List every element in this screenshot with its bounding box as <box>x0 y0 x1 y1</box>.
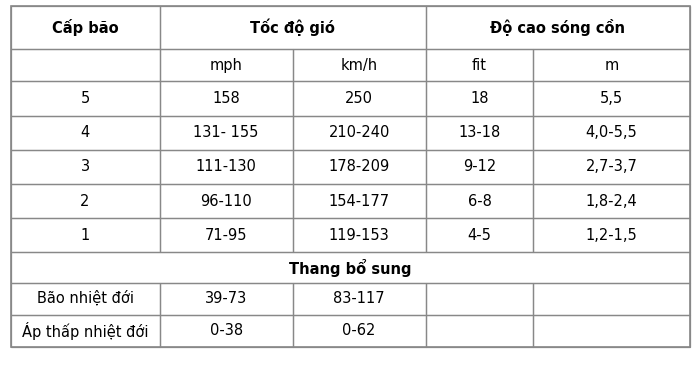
Text: km/h: km/h <box>340 58 378 72</box>
Bar <box>426 184 533 218</box>
Text: 178-209: 178-209 <box>328 159 390 174</box>
Bar <box>293 150 426 184</box>
Text: 4-5: 4-5 <box>468 228 491 243</box>
Bar <box>160 49 293 81</box>
Text: 96-110: 96-110 <box>200 194 252 209</box>
Bar <box>533 218 690 252</box>
Bar <box>160 218 293 252</box>
Text: 1,2-1,5: 1,2-1,5 <box>586 228 637 243</box>
Bar <box>10 116 160 150</box>
Text: 6-8: 6-8 <box>468 194 491 209</box>
Bar <box>160 283 293 315</box>
Bar <box>10 6 160 49</box>
Bar <box>160 184 293 218</box>
Text: 154-177: 154-177 <box>328 194 390 209</box>
Bar <box>426 116 533 150</box>
Bar <box>533 49 690 81</box>
Text: Thang bổ sung: Thang bổ sung <box>288 259 412 276</box>
Bar <box>293 81 426 116</box>
Bar <box>10 184 160 218</box>
Bar <box>293 49 426 81</box>
Bar <box>160 6 426 49</box>
Text: mph: mph <box>210 58 242 72</box>
Bar <box>426 49 533 81</box>
Text: 111-130: 111-130 <box>196 159 256 174</box>
Text: 0-62: 0-62 <box>342 323 376 338</box>
Bar <box>10 218 160 252</box>
Text: 1: 1 <box>80 228 90 243</box>
Text: 158: 158 <box>212 91 240 106</box>
Bar <box>426 150 533 184</box>
Bar <box>10 252 690 283</box>
Bar <box>533 81 690 116</box>
Text: 250: 250 <box>345 91 373 106</box>
Bar <box>426 283 533 315</box>
Bar <box>293 218 426 252</box>
Bar <box>533 283 690 315</box>
Bar <box>533 116 690 150</box>
Text: fit: fit <box>472 58 487 72</box>
Text: 119-153: 119-153 <box>329 228 389 243</box>
Bar <box>426 6 690 49</box>
Text: Bão nhiệt đới: Bão nhiệt đới <box>36 291 134 306</box>
Bar <box>293 283 426 315</box>
Text: 0-38: 0-38 <box>209 323 243 338</box>
Text: Cấp bão: Cấp bão <box>52 19 118 36</box>
Bar <box>293 315 426 347</box>
Text: 1,8-2,4: 1,8-2,4 <box>586 194 637 209</box>
Text: 2: 2 <box>80 194 90 209</box>
Bar <box>160 315 293 347</box>
Bar <box>160 81 293 116</box>
Text: 210-240: 210-240 <box>328 125 390 140</box>
Bar <box>160 150 293 184</box>
Bar <box>10 150 160 184</box>
Text: 13-18: 13-18 <box>458 125 500 140</box>
Bar <box>10 315 160 347</box>
Text: 4: 4 <box>80 125 90 140</box>
Text: 3: 3 <box>80 159 90 174</box>
Text: 5,5: 5,5 <box>600 91 623 106</box>
Text: Áp thấp nhiệt đới: Áp thấp nhiệt đới <box>22 322 148 340</box>
Text: 39-73: 39-73 <box>205 291 247 306</box>
Bar <box>10 49 160 81</box>
Bar <box>533 150 690 184</box>
Bar <box>426 81 533 116</box>
Bar <box>426 218 533 252</box>
Text: 2,7-3,7: 2,7-3,7 <box>585 159 638 174</box>
Bar <box>293 184 426 218</box>
Text: 83-117: 83-117 <box>333 291 385 306</box>
Bar <box>426 315 533 347</box>
Bar <box>160 116 293 150</box>
Text: 71-95: 71-95 <box>205 228 247 243</box>
Text: Độ cao sóng cồn: Độ cao sóng cồn <box>490 19 625 36</box>
Text: 131- 155: 131- 155 <box>193 125 259 140</box>
Text: 5: 5 <box>80 91 90 106</box>
Text: 9-12: 9-12 <box>463 159 496 174</box>
Bar <box>293 116 426 150</box>
Text: Tốc độ gió: Tốc độ gió <box>250 18 335 36</box>
Text: 18: 18 <box>470 91 489 106</box>
Bar <box>533 184 690 218</box>
Bar <box>10 283 160 315</box>
Bar <box>533 315 690 347</box>
Bar <box>10 81 160 116</box>
Text: m: m <box>604 58 619 72</box>
Text: 4,0-5,5: 4,0-5,5 <box>586 125 637 140</box>
